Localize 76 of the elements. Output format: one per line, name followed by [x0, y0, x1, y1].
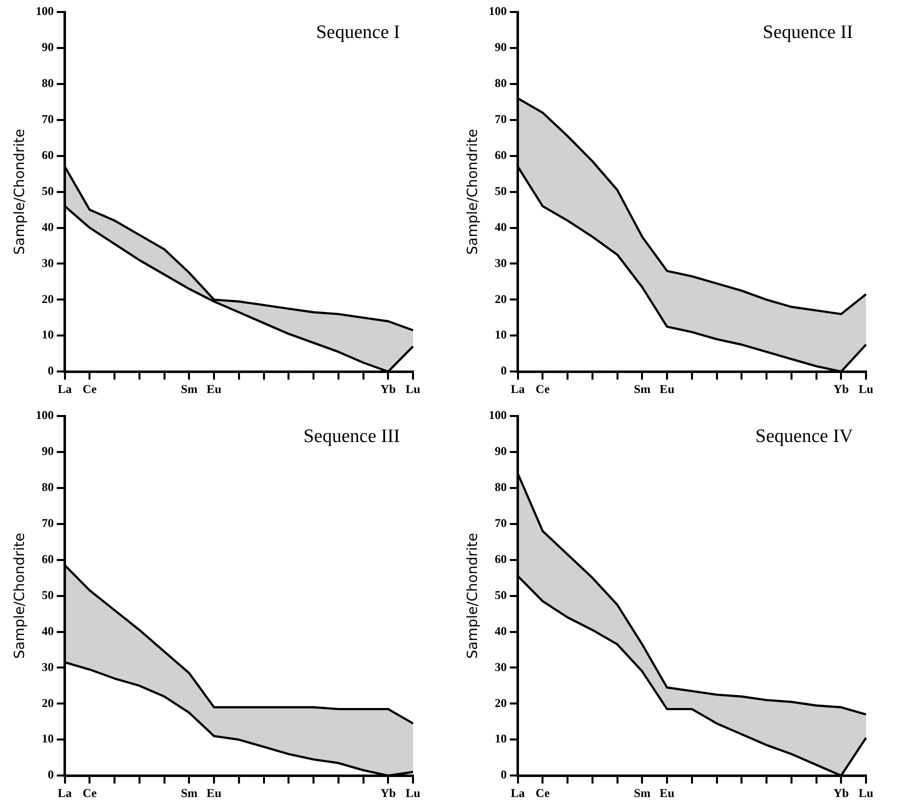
y-tick-label: 60: [42, 552, 54, 566]
x-tick-label: Sm: [634, 382, 650, 396]
y-tick-label: 70: [42, 516, 54, 530]
y-tick-label: 50: [494, 184, 507, 198]
x-tick-label: Ce: [82, 786, 98, 800]
y-tick-label: 20: [42, 696, 54, 710]
y-tick-label: 100: [488, 4, 507, 18]
y-tick-label: 40: [494, 624, 507, 638]
y-tick-label: 80: [494, 480, 507, 494]
y-tick-label: 80: [42, 480, 54, 494]
x-tick-label: Ce: [536, 382, 550, 396]
y-tick-label: 60: [494, 552, 507, 566]
x-tick-label: Ce: [536, 786, 550, 800]
y-tick-label: 30: [42, 256, 54, 270]
y-tick-label: 0: [48, 768, 54, 782]
y-tick-label: 0: [48, 364, 54, 378]
y-tick-label: 60: [42, 148, 54, 162]
x-tick-label: Yb: [380, 382, 396, 396]
y-tick-label: 40: [42, 624, 54, 638]
y-tick-label: 50: [42, 588, 54, 602]
x-tick-label: La: [510, 786, 525, 800]
y-tick-label: 10: [494, 732, 507, 746]
y-tick-label: 10: [42, 328, 54, 342]
x-tick-label: Eu: [660, 786, 675, 800]
y-tick-label: 100: [36, 408, 54, 422]
y-axis-title: Sample/Chondrite: [12, 532, 28, 659]
y-tick-label: 70: [494, 112, 507, 126]
x-tick-label: Ce: [82, 382, 98, 396]
x-tick-label: Sm: [180, 786, 198, 800]
y-tick-label: 50: [42, 184, 54, 198]
x-tick-label: Lu: [406, 382, 421, 396]
x-tick-label: Sm: [634, 786, 650, 800]
y-tick-label: 70: [42, 112, 54, 126]
x-tick-label: Lu: [858, 786, 874, 800]
x-tick-label: Sm: [180, 382, 198, 396]
y-tick-label: 30: [494, 660, 507, 674]
text: Sequence III: [303, 426, 400, 447]
y-axis-title: Sample/Chondrite: [465, 532, 482, 659]
y-tick-label: 40: [494, 220, 507, 234]
x-tick-label: Yb: [380, 786, 396, 800]
x-tick-label: Yb: [833, 786, 850, 800]
y-tick-label: 0: [500, 768, 507, 782]
text: Sequence I: [316, 22, 400, 43]
x-tick-label: Eu: [660, 382, 675, 396]
y-tick-label: 100: [488, 408, 507, 422]
y-tick-label: 40: [42, 220, 54, 234]
x-tick-label: Yb: [833, 382, 850, 396]
y-tick-label: 30: [42, 660, 54, 674]
text: Sequence II: [762, 22, 853, 43]
y-tick-label: 90: [494, 444, 507, 458]
y-axis-title: Sample/Chondrite: [12, 128, 28, 255]
x-tick-label: Lu: [406, 786, 421, 800]
y-tick-label: 10: [494, 328, 507, 342]
y-tick-label: 90: [42, 444, 54, 458]
y-tick-label: 10: [42, 732, 54, 746]
x-tick-label: La: [510, 382, 525, 396]
y-tick-label: 20: [42, 292, 54, 306]
x-tick-label: Lu: [858, 382, 874, 396]
y-tick-label: 50: [494, 588, 507, 602]
x-tick-label: La: [58, 382, 72, 396]
y-tick-label: 90: [42, 40, 54, 54]
y-axis-title: Sample/Chondrite: [465, 128, 482, 255]
y-tick-label: 80: [494, 76, 507, 90]
y-tick-label: 20: [494, 696, 507, 710]
y-tick-label: 60: [494, 148, 507, 162]
y-tick-label: 80: [42, 76, 54, 90]
y-tick-label: 20: [494, 292, 507, 306]
y-tick-label: 70: [494, 516, 507, 530]
x-tick-label: La: [58, 786, 72, 800]
y-tick-label: 100: [36, 4, 54, 18]
x-tick-label: Eu: [206, 786, 222, 800]
y-tick-label: 0: [500, 364, 507, 378]
y-tick-label: 90: [494, 40, 507, 54]
y-tick-label: 30: [494, 256, 507, 270]
text: Sequence IV: [755, 426, 853, 447]
x-tick-label: Eu: [206, 382, 222, 396]
